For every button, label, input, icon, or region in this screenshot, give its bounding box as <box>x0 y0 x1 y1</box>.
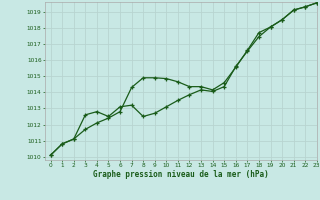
X-axis label: Graphe pression niveau de la mer (hPa): Graphe pression niveau de la mer (hPa) <box>93 170 269 179</box>
